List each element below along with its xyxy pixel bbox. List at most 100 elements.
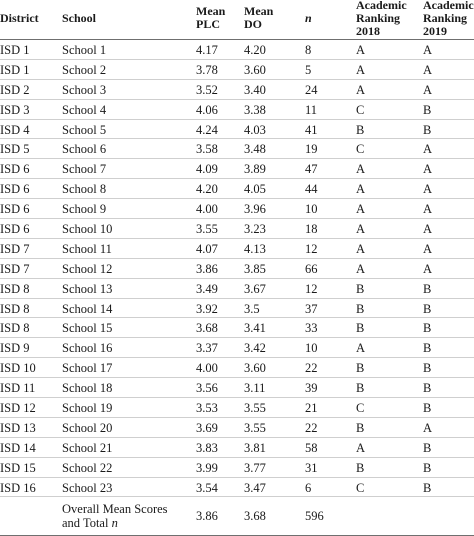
table-row: ISD 7 School 11 4.07 4.13 12 A A: [0, 239, 474, 259]
cell-ranking-2018: A: [356, 82, 366, 97]
cell-n: 12: [305, 281, 318, 296]
cell-school: School 7: [62, 162, 107, 177]
cell-school: School 17: [62, 361, 113, 376]
cell-ranking-2018: A: [356, 202, 366, 217]
table-row: ISD 9 School 16 3.37 3.42 10 A B: [0, 338, 474, 359]
cell-n: 21: [305, 401, 318, 416]
cell-school: School 8: [62, 182, 107, 197]
cell-mean-plc: 3.53: [196, 401, 218, 416]
cell-ranking-2019: B: [423, 361, 432, 376]
cell-school: School 20: [62, 420, 113, 435]
table-row: ISD 11 School 18 3.56 3.11 39 B B: [0, 378, 474, 399]
cell-ranking-2019: A: [423, 142, 433, 157]
cell-mean-do: 3.23: [244, 222, 266, 237]
cell-ranking-2018: A: [356, 162, 366, 177]
cell-n: 22: [305, 361, 318, 376]
cell-ranking-2018: B: [356, 361, 365, 376]
cell-mean-do: 3.85: [244, 261, 266, 276]
cell-mean-plc: 3.54: [196, 480, 218, 495]
cell-ranking-2018: A: [356, 440, 366, 455]
cell-n: 22: [305, 420, 318, 435]
cell-ranking-2018: B: [356, 281, 365, 296]
cell-ranking-2019: A: [423, 162, 433, 177]
cell-mean-do: 4.05: [244, 182, 266, 197]
table-row: ISD 14 School 21 3.83 3.81 58 A B: [0, 438, 474, 458]
cell-mean-plc: 4.00: [196, 202, 218, 217]
cell-ranking-2019: B: [423, 321, 432, 336]
cell-district: ISD 6: [0, 162, 30, 177]
cell-n: 5: [305, 62, 312, 77]
cell-mean-do: 3.81: [244, 440, 266, 455]
cell-mean-do: 3.5: [244, 301, 260, 316]
cell-ranking-2018: A: [356, 241, 366, 256]
cell-school: School 16: [62, 341, 113, 356]
table-row: ISD 10 School 17 4.00 3.60 22 B B: [0, 358, 474, 379]
cell-ranking-2018: B: [356, 460, 365, 475]
table-row: ISD 8 School 15 3.68 3.41 33 B B: [0, 318, 474, 339]
cell-mean-plc: 4.20: [196, 182, 218, 197]
cell-mean-plc: 3.83: [196, 440, 218, 455]
cell-district: ISD 10: [0, 361, 36, 376]
cell-district: ISD 2: [0, 82, 30, 97]
cell-district: ISD 4: [0, 122, 30, 137]
cell-n: 18: [305, 222, 318, 237]
cell-district: ISD 6: [0, 222, 30, 237]
cell-mean-do: 4.20: [244, 43, 266, 57]
cell-mean-plc: 3.58: [196, 142, 218, 157]
cell-mean-do: 3.67: [244, 281, 266, 296]
cell-ranking-2019: A: [423, 420, 433, 435]
cell-n: 37: [305, 301, 318, 316]
cell-school: School 3: [62, 82, 107, 97]
cell-district: ISD 1: [0, 62, 30, 77]
table-row: ISD 8 School 13 3.49 3.67 12 B B: [0, 279, 474, 299]
cell-mean-do: 4.03: [244, 122, 266, 137]
cell-n: 39: [305, 381, 318, 396]
table-row: ISD 15 School 22 3.99 3.77 31 B B: [0, 458, 474, 478]
cell-n: 66: [305, 261, 318, 276]
table-row: ISD 12 School 19 3.53 3.55 21 C B: [0, 398, 474, 418]
cell-school: School 1: [62, 43, 107, 57]
cell-ranking-2019: B: [423, 401, 432, 416]
cell-mean-plc: 4.09: [196, 162, 218, 177]
cell-mean-do: 3.55: [244, 420, 266, 435]
cell-n: 8: [305, 43, 312, 57]
header-mean-plc: Mean PLC: [196, 4, 226, 31]
cell-ranking-2019: A: [423, 62, 433, 77]
cell-n: 24: [305, 82, 318, 97]
table-row: ISD 13 School 20 3.69 3.55 22 B A: [0, 418, 474, 438]
cell-ranking-2019: B: [423, 281, 432, 296]
cell-ranking-2018: A: [356, 62, 366, 77]
cell-mean-plc: 3.49: [196, 281, 218, 296]
cell-district: ISD 7: [0, 241, 30, 256]
cell-district: ISD 11: [0, 381, 36, 396]
cell-ranking-2018: B: [356, 301, 365, 316]
cell-school: School 12: [62, 261, 113, 276]
cell-mean-do: 3.60: [244, 62, 266, 77]
cell-mean-do: 3.41: [244, 321, 266, 336]
cell-mean-plc: 3.52: [196, 82, 218, 97]
cell-mean-plc: 4.00: [196, 361, 218, 376]
cell-district: ISD 16: [0, 480, 36, 495]
table-row: ISD 7 School 12 3.86 3.85 66 A A: [0, 259, 474, 279]
header-district: District: [0, 11, 39, 25]
table-row: ISD 3 School 4 4.06 3.38 11 C B: [0, 100, 474, 120]
cell-n: 47: [305, 162, 318, 177]
table-header: District School Mean PLC Mean DO n Acade…: [0, 0, 474, 40]
cell-school: School 19: [62, 401, 113, 416]
table-footer: Overall Mean Scores and Total n 3.86 3.6…: [0, 497, 474, 536]
cell-ranking-2018: A: [356, 261, 366, 276]
cell-mean-do: 3.55: [244, 401, 266, 416]
cell-district: ISD 8: [0, 281, 30, 296]
cell-school: School 9: [62, 202, 107, 217]
cell-ranking-2019: B: [423, 381, 432, 396]
cell-mean-do: 3.48: [244, 142, 266, 157]
table-row: ISD 6 School 9 4.00 3.96 10 A A: [0, 199, 474, 220]
cell-district: ISD 3: [0, 102, 30, 117]
cell-mean-plc: 3.99: [196, 460, 218, 475]
table-row: ISD 1 School 1 4.17 4.20 8 A A: [0, 40, 474, 60]
cell-mean-plc: 3.92: [196, 301, 218, 316]
cell-ranking-2018: C: [356, 142, 365, 157]
cell-district: ISD 5: [0, 142, 30, 157]
table-row: ISD 1 School 2 3.78 3.60 5 A A: [0, 60, 474, 80]
cell-mean-do: 3.38: [244, 102, 266, 117]
